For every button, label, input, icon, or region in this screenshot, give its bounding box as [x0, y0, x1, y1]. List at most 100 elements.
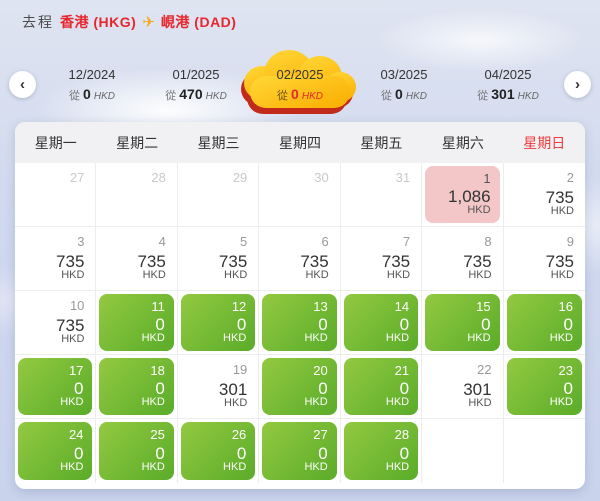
month-tab[interactable]: 03/2025 從 0 HKD [352, 58, 456, 112]
date-currency: HKD [468, 397, 492, 410]
date-cell[interactable]: 5 735 HKD [177, 227, 260, 291]
date-cell[interactable]: 1 1,086 HKD [422, 163, 504, 227]
date-price: 0 [155, 378, 165, 398]
date-cell: 30 [259, 163, 341, 227]
next-month-button[interactable]: › [564, 71, 591, 98]
date-cell[interactable]: 8 735 HKD [422, 227, 504, 291]
date-currency: HKD [386, 269, 411, 282]
date-cell[interactable]: 14 0 HKD [340, 291, 423, 355]
date-cell[interactable]: 26 0 HKD [178, 419, 260, 483]
date-currency: HKD [141, 461, 165, 474]
weekday-label: 星期四 [278, 134, 321, 151]
date-number: 26 [231, 427, 247, 442]
date-price: 0 [236, 443, 247, 463]
date-number: 13 [313, 299, 328, 314]
date-number: 29 [232, 170, 248, 185]
date-number: 6 [321, 234, 329, 249]
origin-airport: 香港 (HKG) [60, 14, 137, 30]
month-tab-label: 03/2025 [380, 67, 428, 82]
date-cell[interactable]: 15 0 HKD [422, 291, 504, 355]
date-number: 5 [240, 234, 248, 249]
date-currency: HKD [468, 269, 492, 282]
month-lowest-price: 301 [491, 86, 515, 102]
month-lowest-price: 0 [395, 86, 403, 102]
date-number: 27 [69, 170, 85, 185]
date-price: 0 [318, 378, 328, 398]
date-cell[interactable]: 4 735 HKD [96, 227, 178, 291]
date-currency: HKD [61, 269, 85, 282]
date-currency: HKD [549, 332, 573, 345]
date-number: 8 [484, 234, 492, 249]
date-number: 28 [394, 427, 410, 442]
date-price: 735 [463, 251, 492, 271]
date-cell[interactable]: 7 735 HKD [340, 227, 423, 291]
date-cell[interactable]: 17 0 HKD [15, 355, 97, 419]
month-tab-label: 12/2024 [68, 67, 116, 82]
date-price: 0 [399, 443, 410, 463]
date-number: 1 [483, 171, 491, 186]
selected-month-cloud-badge [244, 50, 356, 112]
date-cell[interactable]: 10 735 HKD [15, 291, 97, 355]
date-currency: HKD [467, 332, 491, 345]
date-cell[interactable]: 11 0 HKD [96, 291, 178, 355]
date-number: 19 [232, 362, 248, 377]
prev-month-button[interactable]: ‹ [9, 71, 36, 98]
date-cell[interactable]: 18 0 HKD [96, 355, 178, 419]
date-cell[interactable]: 3 735 HKD [15, 227, 97, 291]
date-number: 28 [151, 170, 166, 185]
month-tab[interactable]: 12/2024 從 0 HKD [40, 58, 144, 112]
date-cell[interactable]: 22 301 HKD [422, 355, 504, 419]
date-cell[interactable]: 19 301 HKD [177, 355, 260, 419]
date-price: 0 [399, 378, 410, 398]
date-cell[interactable]: 27 0 HKD [259, 419, 341, 483]
date-cell: 31 [340, 163, 423, 227]
date-cell[interactable]: 6 735 HKD [259, 227, 341, 291]
date-price: 735 [545, 251, 574, 271]
date-currency: HKD [385, 396, 410, 409]
date-number: 4 [158, 234, 166, 249]
date-price: 0 [155, 443, 165, 463]
date-currency: HKD [141, 332, 165, 345]
month-tab[interactable]: 01/2025 從 470 HKD [144, 58, 248, 112]
date-cell[interactable]: 13 0 HKD [259, 291, 341, 355]
date-cell[interactable]: 20 0 HKD [259, 355, 341, 419]
month-from-label: 從 [477, 90, 492, 102]
destination-airport: 峴港 (DAD) [160, 14, 237, 30]
date-currency: HKD [224, 269, 248, 282]
month-tab[interactable]: 04/2025 從 301 HKD [456, 58, 560, 112]
date-number: 18 [150, 363, 165, 378]
date-number: 17 [68, 363, 84, 378]
date-price: 0 [73, 378, 84, 398]
fare-calendar-card: 星期一 星期二 星期三 星期四 星期五 星期六 星期日 27 28 29 [15, 122, 585, 489]
date-cell[interactable]: 12 0 HKD [177, 291, 260, 355]
date-cell[interactable]: 28 0 HKD [341, 419, 423, 483]
date-cell[interactable]: 24 0 HKD [15, 419, 97, 483]
month-price-currency: HKD [517, 91, 539, 102]
date-price: 735 [218, 251, 248, 271]
date-price: 735 [56, 315, 85, 335]
date-currency: HKD [304, 461, 328, 474]
date-cell[interactable]: 21 0 HKD [340, 355, 423, 419]
date-price: 0 [73, 443, 84, 463]
month-price-currency: HKD [205, 91, 227, 102]
date-cell[interactable]: 2 735 HKD [503, 163, 585, 227]
date-number: 24 [68, 427, 84, 442]
date-currency: HKD [60, 461, 84, 474]
date-price: 1,086 [448, 186, 491, 206]
weekday-label: 星期一 [34, 134, 77, 151]
date-number: 25 [150, 427, 165, 442]
month-price-currency: HKD [405, 91, 428, 102]
date-cell[interactable]: 16 0 HKD [503, 291, 585, 355]
plane-icon: ✈ [142, 14, 155, 31]
date-cell [422, 419, 504, 483]
date-number: 31 [395, 170, 411, 185]
date-price: 0 [155, 314, 165, 334]
date-number: 23 [558, 363, 573, 378]
date-cell[interactable]: 23 0 HKD [503, 355, 585, 419]
date-cell[interactable]: 25 0 HKD [96, 419, 178, 483]
weekday-header-row: 星期一 星期二 星期三 星期四 星期五 星期六 星期日 [15, 122, 585, 163]
date-currency: HKD [141, 396, 165, 409]
date-cell[interactable]: 9 735 HKD [503, 227, 585, 291]
month-tab[interactable]: 02/2025 從 0 HKD [244, 50, 356, 112]
